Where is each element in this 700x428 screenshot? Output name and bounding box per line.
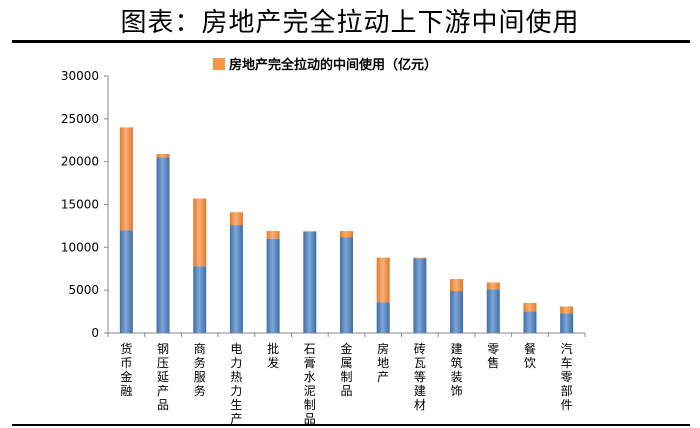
bar-segment-base <box>413 258 427 333</box>
x-tick-label: 餐饮 <box>524 341 536 370</box>
bar-segment-base <box>450 291 464 333</box>
bar-segment-base <box>560 313 574 333</box>
chart-bars <box>119 127 574 333</box>
x-tick-label: 汽车零部件 <box>561 341 573 412</box>
bar-segment-real-estate <box>156 153 170 158</box>
bar-segment-real-estate <box>229 212 243 226</box>
bar-segment-real-estate <box>560 306 574 314</box>
bar-segment-base <box>523 311 537 333</box>
bar-segment-real-estate <box>523 303 537 312</box>
y-tick-label: 15000 <box>61 198 99 212</box>
x-tick-label: 砖瓦等建材 <box>414 341 426 412</box>
y-tick-label: 0 <box>91 326 99 340</box>
bar-segment-real-estate <box>303 231 317 232</box>
bar-segment-real-estate <box>450 279 464 292</box>
x-tick-label: 房地产 <box>377 341 389 384</box>
bar-segment-base <box>119 230 133 333</box>
y-tick-label: 5000 <box>68 283 99 297</box>
bottom-rule <box>12 424 690 426</box>
bar-segment-base <box>266 238 280 333</box>
x-tick-label: 石膏水泥制品 <box>304 342 316 426</box>
y-tick-label: 20000 <box>61 155 99 169</box>
bar-segment-real-estate <box>266 231 280 239</box>
legend-swatch <box>213 58 225 70</box>
page-title: 图表：房地产完全拉动上下游中间使用 <box>120 8 580 38</box>
bar-segment-real-estate <box>486 282 500 290</box>
bar-segment-real-estate <box>340 231 353 238</box>
x-tick-label: 货币金融 <box>120 341 132 398</box>
y-tick-label: 30000 <box>61 69 99 83</box>
bar-segment-base <box>156 157 170 333</box>
bar-segment-real-estate <box>119 127 133 231</box>
x-tick-label: 金属制品 <box>340 341 352 398</box>
title-rule <box>12 40 690 43</box>
bar-segment-base <box>303 231 317 333</box>
chart-legend: 房地产完全拉动的中间使用（亿元） <box>213 57 437 73</box>
bar-segment-base <box>376 302 390 333</box>
x-tick-label: 电力热力生产 <box>230 342 242 426</box>
bar-segment-real-estate <box>376 257 390 303</box>
bar-segment-base <box>193 266 207 333</box>
legend-label: 房地产完全拉动的中间使用（亿元） <box>229 57 437 73</box>
x-tick-label: 钢压延产品 <box>157 342 169 412</box>
bar-segment-base <box>229 225 243 333</box>
x-tick-label: 批发 <box>267 341 279 370</box>
chart-axes: 0 5000 10000 15000 20000 25000 30000 <box>61 69 586 340</box>
bar-segment-real-estate <box>193 198 207 267</box>
bar-segment-base <box>486 289 500 333</box>
x-tick-label: 商务服务 <box>194 341 206 398</box>
y-tick-label: 10000 <box>61 240 99 254</box>
x-tick-label: 零售 <box>487 342 499 370</box>
bar-segment-base <box>340 237 353 333</box>
bar-segment-real-estate <box>413 257 427 259</box>
x-tick-label: 建筑装饰 <box>451 342 463 398</box>
y-tick-label: 25000 <box>61 112 99 126</box>
x-axis-labels: 货币金融 钢压延产品 商务服务 电力热力生产 批发 石膏水泥制品 金属制品 房地产 砖瓦等建材 建… <box>120 341 572 426</box>
